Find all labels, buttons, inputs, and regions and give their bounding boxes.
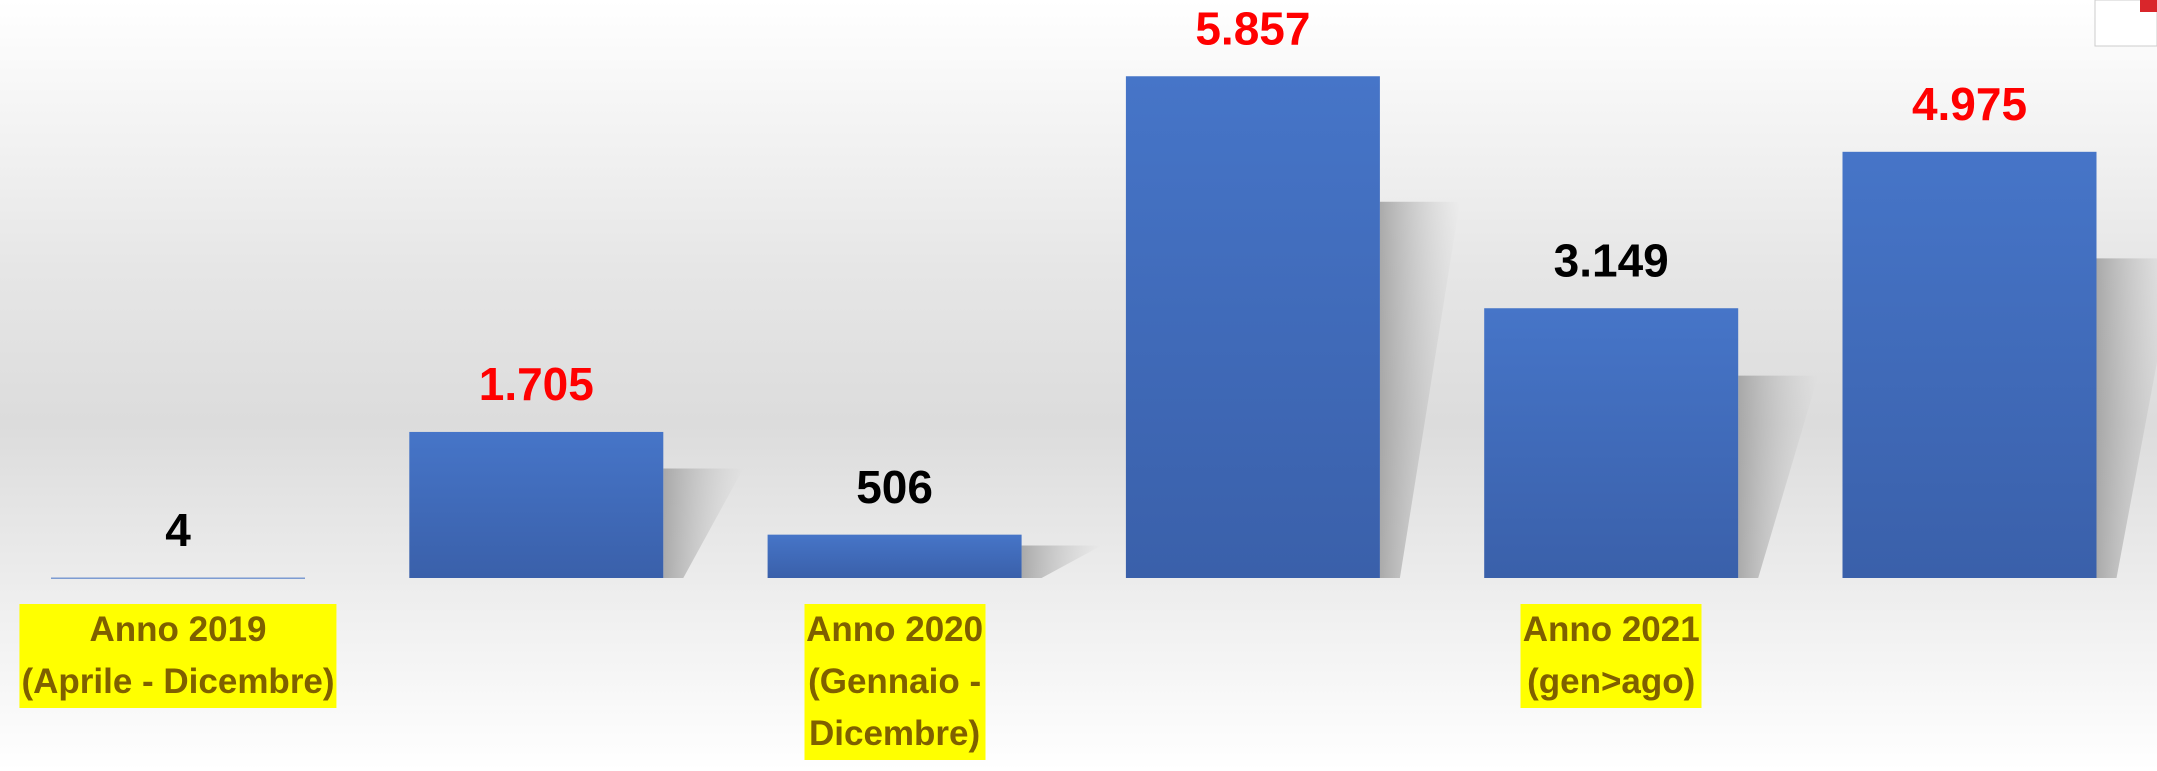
- bar-shadow: [1379, 201, 1460, 578]
- bar: [1842, 151, 2097, 578]
- bar: [767, 534, 1022, 578]
- bar-shadow: [1738, 375, 1819, 578]
- corner-icon-mark: [2140, 0, 2157, 12]
- bar: [409, 431, 664, 578]
- category-label: Anno 2019 (Aprile - Dicembre): [19, 604, 337, 708]
- value-label: 4: [165, 504, 191, 556]
- bar-shadow: [1021, 545, 1102, 578]
- value-label: 3.149: [1554, 234, 1669, 286]
- value-label: 5.857: [1195, 2, 1310, 54]
- bar: [1484, 308, 1739, 578]
- value-label: 1.705: [479, 358, 594, 410]
- bar-shadow: [663, 468, 744, 578]
- bar: [1125, 76, 1380, 578]
- category-label: Anno 2020 (Gennaio - Dicembre): [804, 604, 986, 760]
- value-label: 506: [856, 461, 933, 513]
- bar: [51, 577, 305, 579]
- category-label: Anno 2021 (gen>ago): [1520, 604, 1702, 708]
- bar-shadow: [2096, 258, 2157, 578]
- value-label: 4.975: [1912, 78, 2027, 130]
